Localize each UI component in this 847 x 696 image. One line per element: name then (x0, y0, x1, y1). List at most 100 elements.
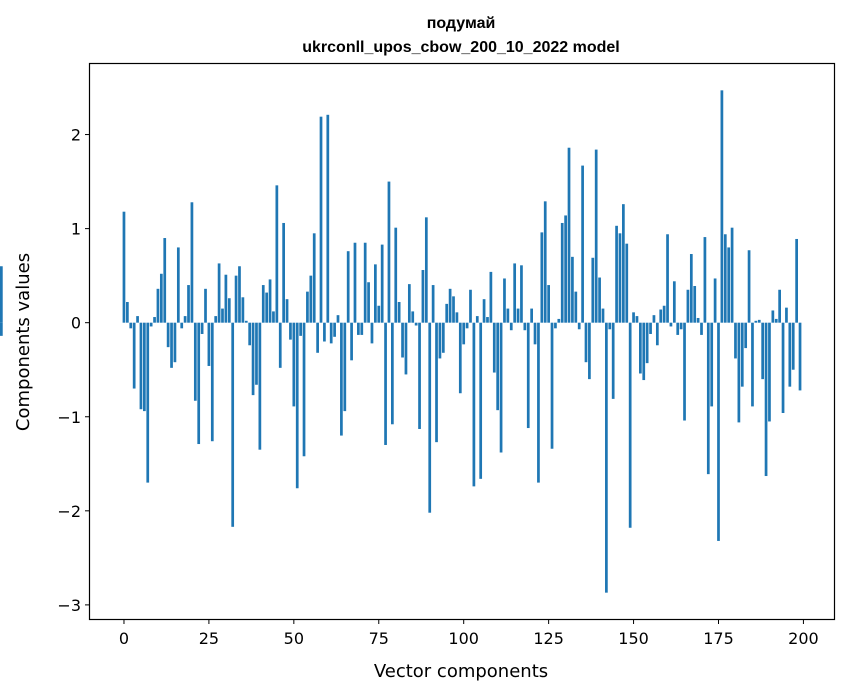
bar (652, 315, 656, 323)
bar (754, 320, 758, 323)
bar (210, 322, 214, 442)
bar (615, 225, 618, 323)
bar (319, 116, 323, 323)
bar (666, 234, 669, 323)
bar (713, 278, 717, 323)
bar (771, 310, 775, 323)
bar (146, 322, 150, 483)
y-tick-label: −2 (57, 502, 81, 521)
bar (543, 201, 547, 323)
bar (625, 243, 629, 323)
bar (244, 320, 248, 323)
bar (353, 242, 357, 323)
bar (153, 317, 156, 323)
bar (727, 247, 731, 323)
bar (645, 322, 649, 364)
bar (567, 147, 571, 323)
bar (723, 234, 727, 323)
bar (520, 265, 523, 323)
bar (499, 322, 503, 453)
bar (411, 311, 415, 323)
bar (700, 322, 703, 335)
bar (329, 322, 333, 344)
bar (295, 322, 299, 489)
bar (278, 322, 282, 368)
bar (312, 233, 316, 323)
bar (703, 237, 707, 323)
bar (394, 227, 398, 323)
bar (496, 322, 500, 411)
bar (560, 222, 564, 323)
bar (798, 322, 802, 391)
bar (190, 202, 194, 323)
x-tick-label: 25 (199, 629, 219, 648)
bar (482, 299, 486, 323)
bar (163, 238, 167, 323)
y-tick-label: 2 (71, 126, 81, 145)
bar (333, 322, 336, 337)
bar (533, 322, 537, 345)
bar (506, 308, 510, 323)
bar (550, 322, 554, 449)
x-axis-ticks: 0 25 50 75 100 125 150 175 200 (119, 619, 819, 648)
bar (374, 264, 377, 323)
bar (370, 322, 374, 344)
plot-area-frame (88, 62, 836, 621)
bar (622, 204, 625, 323)
bar (785, 307, 788, 323)
bar (526, 322, 530, 429)
bar (584, 322, 588, 363)
bar (282, 222, 285, 323)
bar (200, 322, 204, 334)
bar (639, 322, 642, 374)
bar (757, 319, 761, 323)
bar (445, 303, 449, 323)
bar (173, 322, 177, 363)
chart-title-line-2: ukrconll_upos_cbow_200_10_2022 model (302, 39, 619, 56)
bar (224, 274, 228, 323)
bar (659, 309, 663, 323)
bar (326, 114, 330, 323)
bar (791, 322, 795, 370)
bar (689, 254, 693, 323)
bar (265, 292, 269, 323)
bar (516, 308, 520, 323)
bar (414, 322, 418, 326)
bar (605, 322, 608, 593)
bar (166, 322, 170, 348)
bar (0, 266, 3, 323)
bar (183, 316, 187, 323)
bar (747, 250, 751, 323)
bar (255, 322, 258, 385)
bars-group (0, 90, 802, 593)
bar (458, 322, 462, 394)
bar (642, 322, 646, 381)
bar (462, 322, 466, 345)
bar (217, 263, 221, 323)
bar (289, 322, 292, 340)
bar (554, 322, 557, 329)
bar (187, 285, 190, 323)
bar (306, 291, 309, 323)
bar (744, 322, 748, 349)
bar (540, 232, 544, 323)
bar (635, 316, 639, 323)
bar (503, 278, 506, 323)
bar (350, 322, 353, 361)
bar (571, 256, 574, 323)
bar (523, 322, 527, 331)
bar (686, 289, 690, 323)
bar (343, 322, 347, 412)
y-tick-label: 1 (71, 220, 81, 239)
x-tick-label: 175 (703, 629, 734, 648)
bar (418, 322, 421, 429)
bar (469, 289, 472, 323)
bar (649, 322, 652, 334)
bar (683, 322, 686, 421)
bar (139, 322, 143, 410)
bar (465, 322, 469, 329)
bar (509, 322, 513, 331)
x-tick-label: 75 (369, 629, 389, 648)
y-axis-ticks: −3 −2 −1 0 1 2 (57, 126, 90, 615)
